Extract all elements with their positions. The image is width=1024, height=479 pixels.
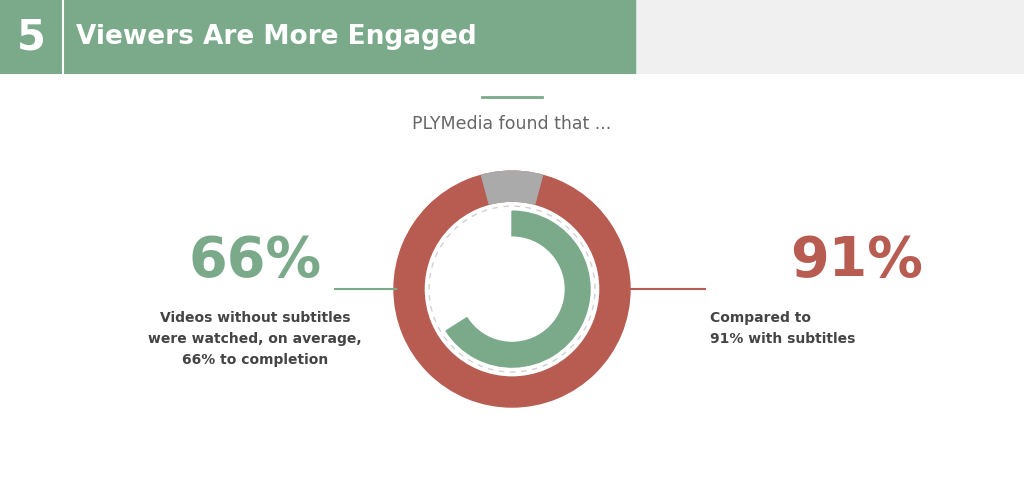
Text: 66%: 66% [188,234,322,288]
Text: PLYMedia found that ...: PLYMedia found that ... [413,115,611,133]
Wedge shape [481,171,543,204]
Circle shape [460,237,564,341]
Text: 5: 5 [17,16,46,58]
Text: 91%: 91% [790,234,923,288]
Text: Compared to
91% with subtitles: Compared to 91% with subtitles [710,311,855,346]
Bar [0,0,635,74]
Wedge shape [446,211,590,367]
Wedge shape [394,171,630,407]
Text: Viewers Are More Engaged: Viewers Are More Engaged [76,24,476,50]
Text: Videos without subtitles
were watched, on average,
66% to completion: Videos without subtitles were watched, o… [148,311,361,367]
Wedge shape [434,211,590,367]
